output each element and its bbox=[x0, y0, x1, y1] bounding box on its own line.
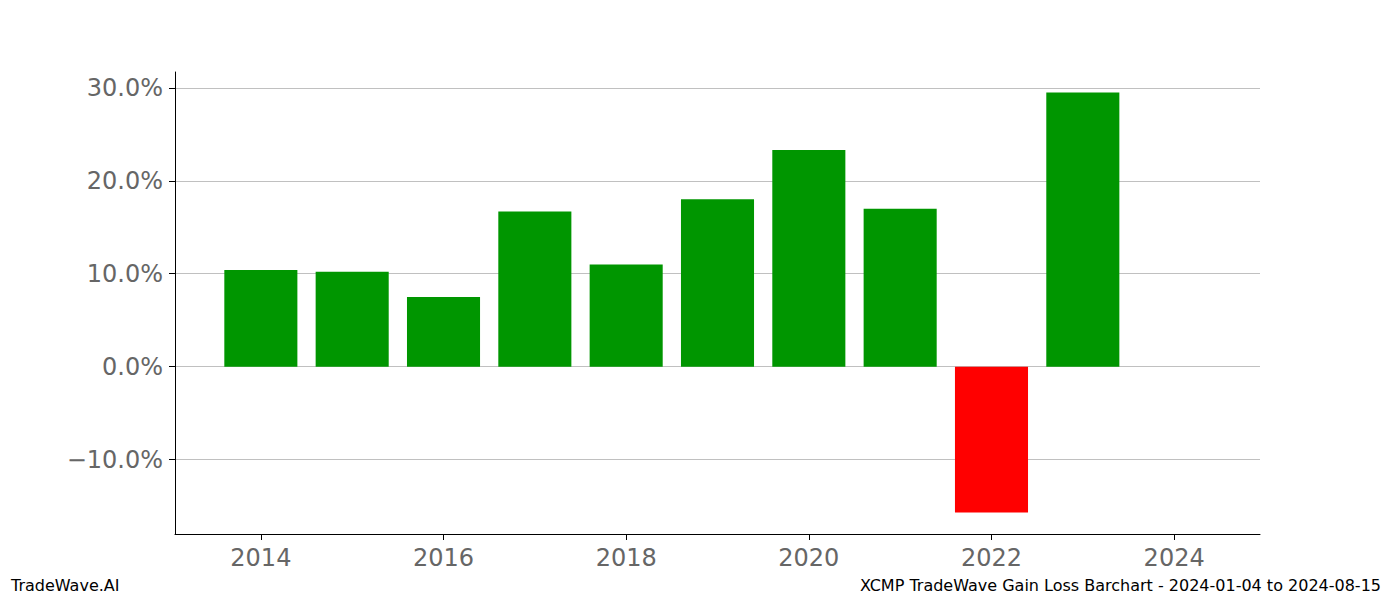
svg-text:−10.0%: −10.0% bbox=[67, 446, 163, 474]
svg-text:XCMP TradeWave Gain Loss Barch: XCMP TradeWave Gain Loss Barchart - 2024… bbox=[860, 576, 1381, 595]
svg-text:2014: 2014 bbox=[230, 544, 291, 572]
svg-text:2022: 2022 bbox=[961, 544, 1022, 572]
svg-text:2020: 2020 bbox=[778, 544, 839, 572]
svg-text:TradeWave.AI: TradeWave.AI bbox=[10, 576, 119, 595]
svg-text:10.0%: 10.0% bbox=[87, 260, 163, 288]
svg-text:2024: 2024 bbox=[1144, 544, 1205, 572]
svg-text:30.0%: 30.0% bbox=[87, 74, 163, 102]
svg-text:2018: 2018 bbox=[596, 544, 657, 572]
svg-text:2016: 2016 bbox=[413, 544, 474, 572]
svg-text:0.0%: 0.0% bbox=[102, 353, 163, 381]
svg-text:20.0%: 20.0% bbox=[87, 167, 163, 195]
